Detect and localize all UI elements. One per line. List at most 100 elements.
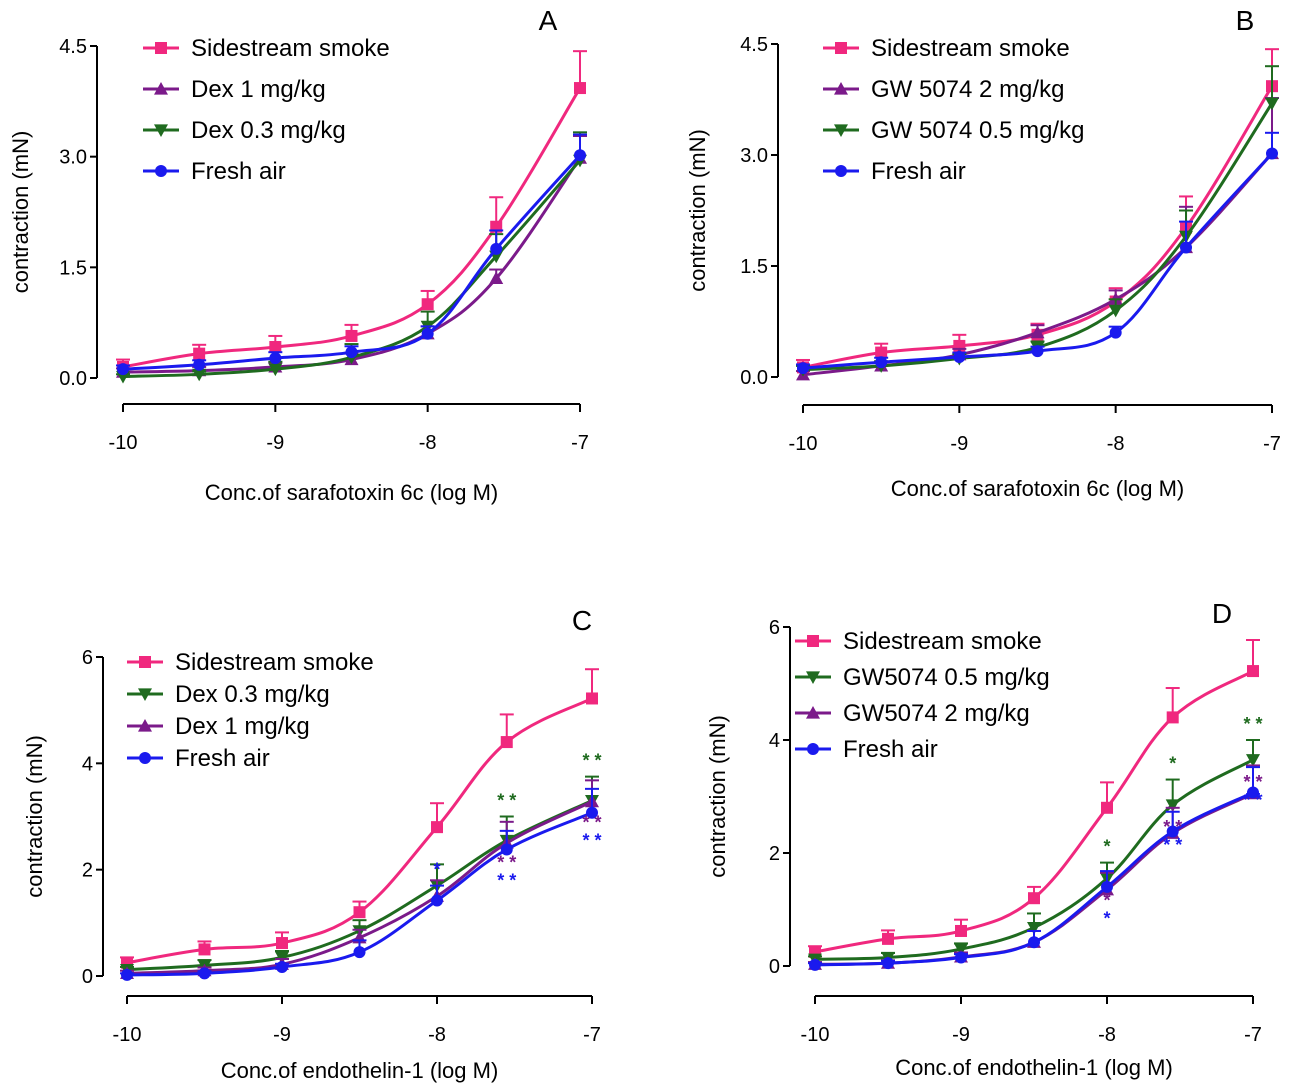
x-axis-title: Conc.of sarafotoxin 6c (log M) bbox=[891, 476, 1184, 501]
legend-item-gw5074-0-5-mg-kg: GW5074 0.5 mg/kg bbox=[795, 664, 1050, 691]
legend-marker bbox=[834, 82, 848, 95]
data-point bbox=[345, 346, 358, 359]
data-point bbox=[809, 958, 821, 971]
x-axis-title: Conc.of sarafotoxin 6c (log M) bbox=[205, 480, 498, 505]
data-point bbox=[269, 341, 282, 354]
legend-label: Dex 1 mg/kg bbox=[191, 76, 326, 103]
x-axis-title: Conc.of endothelin-1 (log M) bbox=[221, 1058, 499, 1083]
legend-label: Dex 0.3 mg/kg bbox=[175, 681, 330, 708]
legend-item-sidestream-smoke: Sidestream smoke bbox=[795, 628, 1042, 655]
data-point bbox=[345, 329, 358, 342]
data-point bbox=[269, 352, 282, 365]
legend-item-sidestream-smoke: Sidestream smoke bbox=[823, 35, 1070, 62]
legend-marker bbox=[835, 165, 847, 177]
significance-marker: * * bbox=[497, 791, 516, 811]
data-point bbox=[574, 149, 586, 162]
significance-marker: * * bbox=[582, 751, 601, 771]
legend-marker bbox=[154, 82, 168, 95]
legend-label: Sidestream smoke bbox=[175, 649, 374, 676]
y-tick-label: 0.0 bbox=[59, 368, 87, 390]
data-point bbox=[198, 967, 211, 980]
data-point bbox=[1265, 97, 1279, 111]
panel-c: 0 2 4 6 -10 -9 -8 -7 Conc.of endothelin-1 (log M… bbox=[22, 605, 602, 1083]
legend-label: Fresh air bbox=[175, 745, 270, 772]
significance-marker: * * bbox=[582, 813, 601, 833]
x-tick-label: -7 bbox=[1244, 1024, 1262, 1046]
data-point bbox=[431, 894, 443, 907]
data-point bbox=[1247, 786, 1259, 799]
data-point bbox=[1028, 936, 1040, 949]
legend-marker bbox=[139, 656, 151, 668]
legend-item-gw5074-2-mg-kg: GW5074 2 mg/kg bbox=[795, 700, 1030, 727]
legend-marker bbox=[807, 743, 819, 755]
legend-item-sidestream-smoke: Sidestream smoke bbox=[127, 649, 374, 676]
panel-d: 0 2 4 6 -10 -9 -8 -7 Conc.of endothelin-1 (log M… bbox=[705, 598, 1263, 1080]
legend-label: Dex 0.3 mg/kg bbox=[191, 117, 346, 144]
series-fresh-air bbox=[116, 133, 587, 376]
data-point bbox=[193, 347, 206, 360]
data-point bbox=[193, 358, 206, 371]
x-tick-label: -8 bbox=[428, 1024, 446, 1046]
data-point bbox=[954, 943, 968, 957]
data-point bbox=[882, 957, 894, 970]
data-point bbox=[1108, 304, 1123, 318]
legend-marker bbox=[154, 124, 168, 137]
data-point bbox=[797, 362, 809, 375]
data-point bbox=[421, 298, 434, 311]
data-point bbox=[500, 843, 513, 856]
data-point bbox=[192, 368, 207, 382]
data-point bbox=[490, 242, 503, 255]
legend-item-dex-1-mg-kg: Dex 1 mg/kg bbox=[127, 713, 310, 740]
legend-item-gw-5074-2-mg-kg: GW 5074 2 mg/kg bbox=[823, 76, 1064, 103]
significance-marker: * * bbox=[1243, 790, 1262, 810]
significance-marker: * bbox=[1169, 754, 1176, 774]
series-fresh-air bbox=[796, 131, 1279, 375]
x-tick-label: -9 bbox=[266, 432, 284, 454]
legend-marker bbox=[834, 124, 848, 137]
y-axis-title: contraction (mN) bbox=[22, 735, 47, 898]
data-point bbox=[117, 363, 129, 376]
legend-item-dex-0-3-mg-kg: Dex 0.3 mg/kg bbox=[127, 681, 330, 708]
x-tick-label: -10 bbox=[801, 1024, 830, 1046]
series-sidestream-smoke bbox=[796, 48, 1279, 374]
significance-marker: * * bbox=[1163, 817, 1182, 837]
data-point bbox=[1166, 711, 1179, 724]
x-tick-label: -9 bbox=[273, 1024, 291, 1046]
legend: Sidestream smoke Dex 1 mg/kg Dex 0.3 mg/kg… bbox=[143, 35, 390, 185]
significance-marker: * * bbox=[1243, 714, 1262, 734]
y-tick-label: 0.0 bbox=[740, 367, 768, 389]
x-tick-label: -8 bbox=[1107, 433, 1125, 455]
data-point bbox=[121, 968, 133, 981]
y-tick-label: 2 bbox=[82, 860, 93, 882]
data-point bbox=[421, 327, 434, 340]
data-point bbox=[1027, 921, 1041, 935]
y-axis-title: contraction (mN) bbox=[705, 715, 730, 878]
panel-letter: A bbox=[539, 5, 558, 36]
legend-item-dex-1-mg-kg: Dex 1 mg/kg bbox=[143, 76, 326, 103]
legend-label: GW5074 0.5 mg/kg bbox=[843, 664, 1050, 691]
data-point bbox=[1166, 825, 1179, 838]
data-point bbox=[1247, 665, 1259, 678]
y-axis-title: contraction (mN) bbox=[8, 131, 33, 294]
panel-b: 0.0 1.5 3.0 4.5 -10 -9 -8 -7 Conc.of sarafotoxin… bbox=[685, 5, 1281, 501]
y-tick-label: 3.0 bbox=[740, 145, 768, 167]
legend-marker bbox=[806, 671, 820, 684]
data-point bbox=[1031, 345, 1044, 358]
legend-item-fresh-air: Fresh air bbox=[823, 158, 966, 185]
significance-marker: * * bbox=[582, 831, 601, 851]
significance-marker: * * bbox=[1243, 772, 1262, 792]
legend-label: Fresh air bbox=[191, 158, 286, 185]
series-sidestream-smoke bbox=[808, 638, 1260, 958]
series-fresh-air bbox=[808, 766, 1260, 971]
y-tick-label: 3.0 bbox=[59, 147, 87, 169]
x-tick-label: -8 bbox=[419, 432, 437, 454]
panel-letter: C bbox=[572, 605, 592, 636]
legend-label: Fresh air bbox=[871, 158, 966, 185]
legend-marker bbox=[138, 719, 152, 732]
significance-marker: * bbox=[1103, 837, 1110, 857]
data-point bbox=[882, 932, 894, 945]
data-point bbox=[1030, 325, 1045, 339]
legend-item-gw-5074-0-5-mg-kg: GW 5074 0.5 mg/kg bbox=[823, 117, 1084, 144]
data-point bbox=[1101, 880, 1113, 893]
